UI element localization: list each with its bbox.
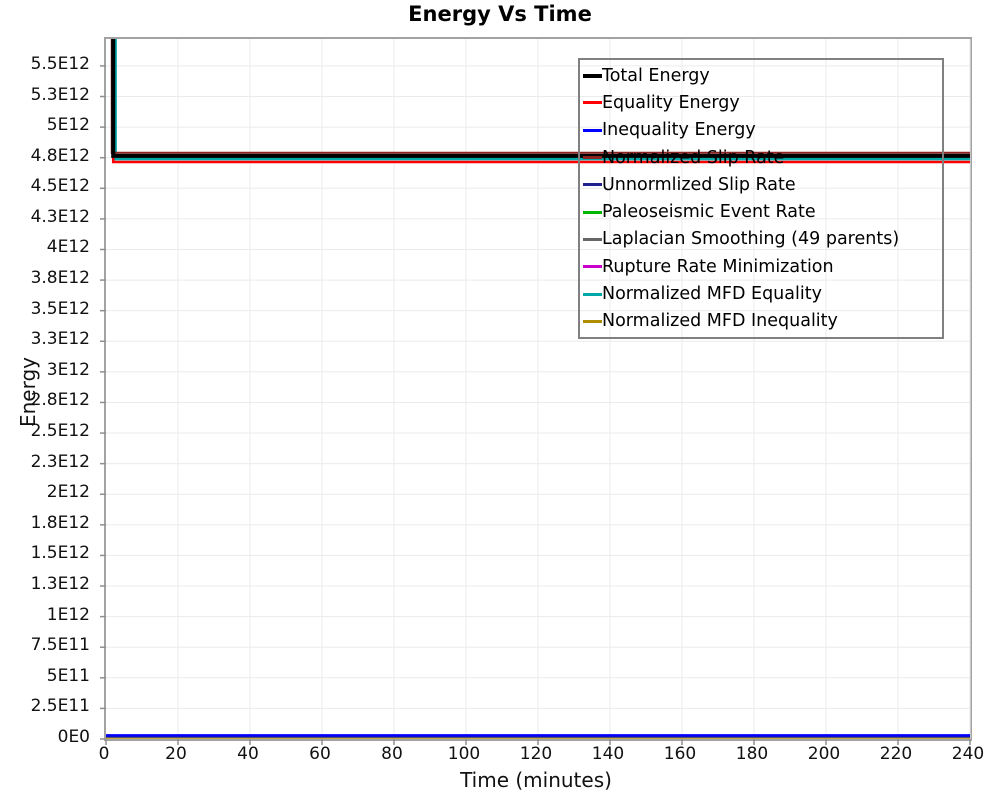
- series-line-total-energy: [111, 39, 970, 158]
- x-tick-label: 160: [663, 744, 697, 764]
- x-axis-ticks: 0 20 40 60 80 100 120 140 160 180 200 220 240: [99, 744, 985, 768]
- y-tick-label: 3.3E12: [30, 329, 90, 350]
- legend-item-laplacian-smoothing: Laplacian Smoothing (49 parents): [583, 226, 942, 253]
- y-tick-label: 0E0: [57, 727, 90, 747]
- y-tick-label: 2.5E11: [30, 696, 90, 717]
- legend-item-paleoseismic-event-rate: Paleoseismic Event Rate: [583, 199, 942, 226]
- legend-label: Laplacian Smoothing (49 parents): [602, 229, 900, 250]
- y-tick-label: 5.3E12: [30, 84, 90, 105]
- legend-swatch-rupture-rate-minimization: [583, 265, 602, 269]
- x-axis-label: Time (minutes): [460, 768, 612, 792]
- legend-swatch-normalized-slip-rate: [583, 156, 602, 160]
- legend-item-rupture-rate-minimization: Rupture Rate Minimization: [583, 253, 942, 280]
- x-tick-label: 80: [381, 744, 403, 764]
- y-tick-label: 1.8E12: [30, 512, 90, 533]
- y-tick-label: 1.5E12: [30, 543, 90, 564]
- x-tick-label: 140: [591, 744, 625, 764]
- y-tick-label: 3E12: [46, 359, 90, 380]
- legend-swatch-equality-energy: [583, 101, 602, 105]
- x-tick-label: 220: [879, 744, 913, 764]
- x-tick-label: 20: [165, 744, 187, 764]
- legend-swatch-total-energy: [583, 73, 602, 78]
- y-tick-label: 2E12: [46, 482, 90, 503]
- y-tick-label: 7.5E11: [30, 635, 90, 656]
- y-tick-label: 4E12: [46, 237, 90, 258]
- y-tick-label: 3.8E12: [30, 268, 90, 289]
- plot-area: [100, 37, 972, 745]
- legend-swatch-unnormlized-slip-rate: [583, 183, 602, 187]
- y-tick-label: 5E12: [46, 115, 90, 136]
- y-tick-label: 2.5E12: [30, 421, 90, 442]
- y-tick-label: 1E12: [46, 604, 90, 625]
- x-tick-label: 60: [309, 744, 331, 764]
- legend: Total Energy Equality Energy Inequality …: [578, 58, 944, 339]
- legend-label: Normalized MFD Equality: [602, 284, 822, 305]
- legend-item-equality-energy: Equality Energy: [583, 89, 942, 116]
- y-tick-label: 2.3E12: [30, 451, 90, 472]
- y-tick-label: 5E11: [46, 665, 90, 686]
- legend-label: Normalized Slip Rate: [602, 147, 785, 168]
- x-tick-label: 200: [807, 744, 841, 764]
- legend-label: Rupture Rate Minimization: [602, 256, 834, 277]
- legend-label: Inequality Energy: [602, 120, 756, 141]
- legend-label: Equality Energy: [602, 92, 740, 113]
- legend-label: Normalized MFD Inequality: [602, 311, 838, 332]
- chart-title: Energy Vs Time: [408, 2, 592, 26]
- legend-swatch-laplacian-smoothing: [583, 237, 602, 241]
- legend-item-normalized-slip-rate: Normalized Slip Rate: [583, 144, 942, 171]
- plot-canvas: [100, 39, 971, 745]
- y-tick-label: 5.5E12: [30, 53, 90, 74]
- x-tick-label: 100: [447, 744, 481, 764]
- legend-label: Unnormlized Slip Rate: [602, 174, 796, 195]
- legend-item-total-energy: Total Energy: [583, 62, 942, 89]
- x-tick-label: 0: [98, 744, 110, 764]
- legend-item-unnormlized-slip-rate: Unnormlized Slip Rate: [583, 171, 942, 198]
- y-tick-label: 2.8E12: [30, 390, 90, 411]
- y-tick-label: 3.5E12: [30, 298, 90, 319]
- y-tick-label: 4.3E12: [30, 206, 90, 227]
- legend-swatch-normalized-mfd-inequality: [583, 319, 602, 323]
- legend-item-inequality-energy: Inequality Energy: [583, 117, 942, 144]
- x-tick-label: 40: [237, 744, 259, 764]
- legend-swatch-paleoseismic-event-rate: [583, 210, 602, 214]
- x-tick-label: 120: [519, 744, 553, 764]
- y-tick-label: 4.8E12: [30, 145, 90, 166]
- legend-swatch-inequality-energy: [583, 128, 602, 132]
- legend-label: Total Energy: [602, 65, 710, 86]
- legend-swatch-normalized-mfd-equality: [583, 292, 602, 296]
- y-tick-label: 4.5E12: [30, 176, 90, 197]
- legend-label: Paleoseismic Event Rate: [602, 202, 816, 223]
- legend-item-normalized-mfd-equality: Normalized MFD Equality: [583, 281, 942, 308]
- y-axis-ticks: 0E0 2.5E11 5E11 7.5E11 1E12 1.3E12 1.5E12 1.8E1…: [0, 37, 96, 747]
- x-tick-label: 180: [735, 744, 769, 764]
- series-line-normalized-mfd-equality: [113, 39, 970, 161]
- x-tick-label: 240: [951, 744, 985, 764]
- legend-item-normalized-mfd-inequality: Normalized MFD Inequality: [583, 308, 942, 335]
- y-tick-label: 1.3E12: [30, 574, 90, 595]
